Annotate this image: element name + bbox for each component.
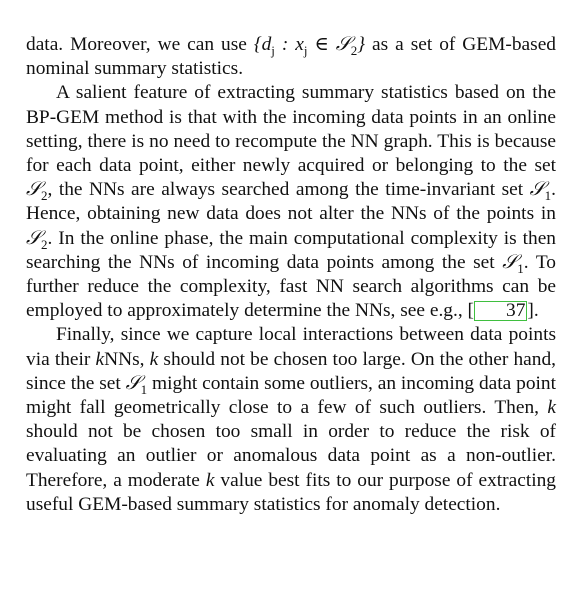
math-symbol: 𝒮: [529, 179, 545, 201]
text-run: data. Moreover, we can use: [26, 34, 254, 55]
math-symbol: k: [547, 397, 556, 419]
math-symbol: k: [149, 348, 159, 370]
text-run: . To further reduce the complexity, fast…: [26, 251, 557, 322]
text-run: value best fits to our purpose of extrac…: [26, 469, 556, 515]
text-run: should not be chosen too small in order …: [26, 421, 556, 491]
subscript: 1: [517, 260, 524, 276]
text-run: . In the online phase, the main computat…: [26, 227, 556, 273]
math-symbol: k: [95, 348, 105, 370]
math-symbol: 𝒮: [26, 179, 42, 201]
text-run: Finally, since we capture local interact…: [26, 324, 556, 370]
text-run: A salient feature of extracting summary …: [26, 82, 556, 177]
subscript: 1: [544, 188, 552, 204]
subscript: j: [303, 42, 308, 58]
text-run: , the NNs are always searched among the …: [47, 179, 530, 201]
subscript: 1: [140, 381, 148, 397]
text-run: should not be chosen too large. On the o…: [26, 348, 557, 394]
text-run: . Hence, obtaining new data does not alt…: [26, 179, 556, 225]
math-symbol: : x: [274, 34, 304, 55]
paragraph: Finally, since we capture local interact…: [26, 323, 556, 517]
paragraph: A salient feature of extracting summary …: [26, 81, 556, 323]
citation-link[interactable]: 37: [474, 301, 528, 322]
text-run: as a set of GEM-based nominal summary st…: [26, 34, 556, 80]
subscript: 2: [41, 188, 48, 204]
subscript: 2: [350, 42, 358, 58]
paragraph: data. Moreover, we can use {dj : xj ∈ 𝒮2…: [26, 33, 556, 81]
math-symbol: {d: [253, 34, 272, 55]
subscript: j: [271, 42, 275, 58]
text-run: NNs,: [104, 348, 150, 370]
text-run: might contain some outliers, an incoming…: [26, 372, 556, 419]
text-run: ].: [527, 300, 539, 322]
math-symbol: 𝒮: [125, 372, 141, 394]
math-symbol: 𝒮: [502, 251, 518, 273]
math-symbol: k: [205, 469, 215, 491]
math-symbol: }: [357, 34, 366, 55]
math-symbol: ∈ 𝒮: [307, 34, 351, 55]
math-symbol: 𝒮: [26, 227, 42, 249]
subscript: 2: [41, 236, 48, 252]
